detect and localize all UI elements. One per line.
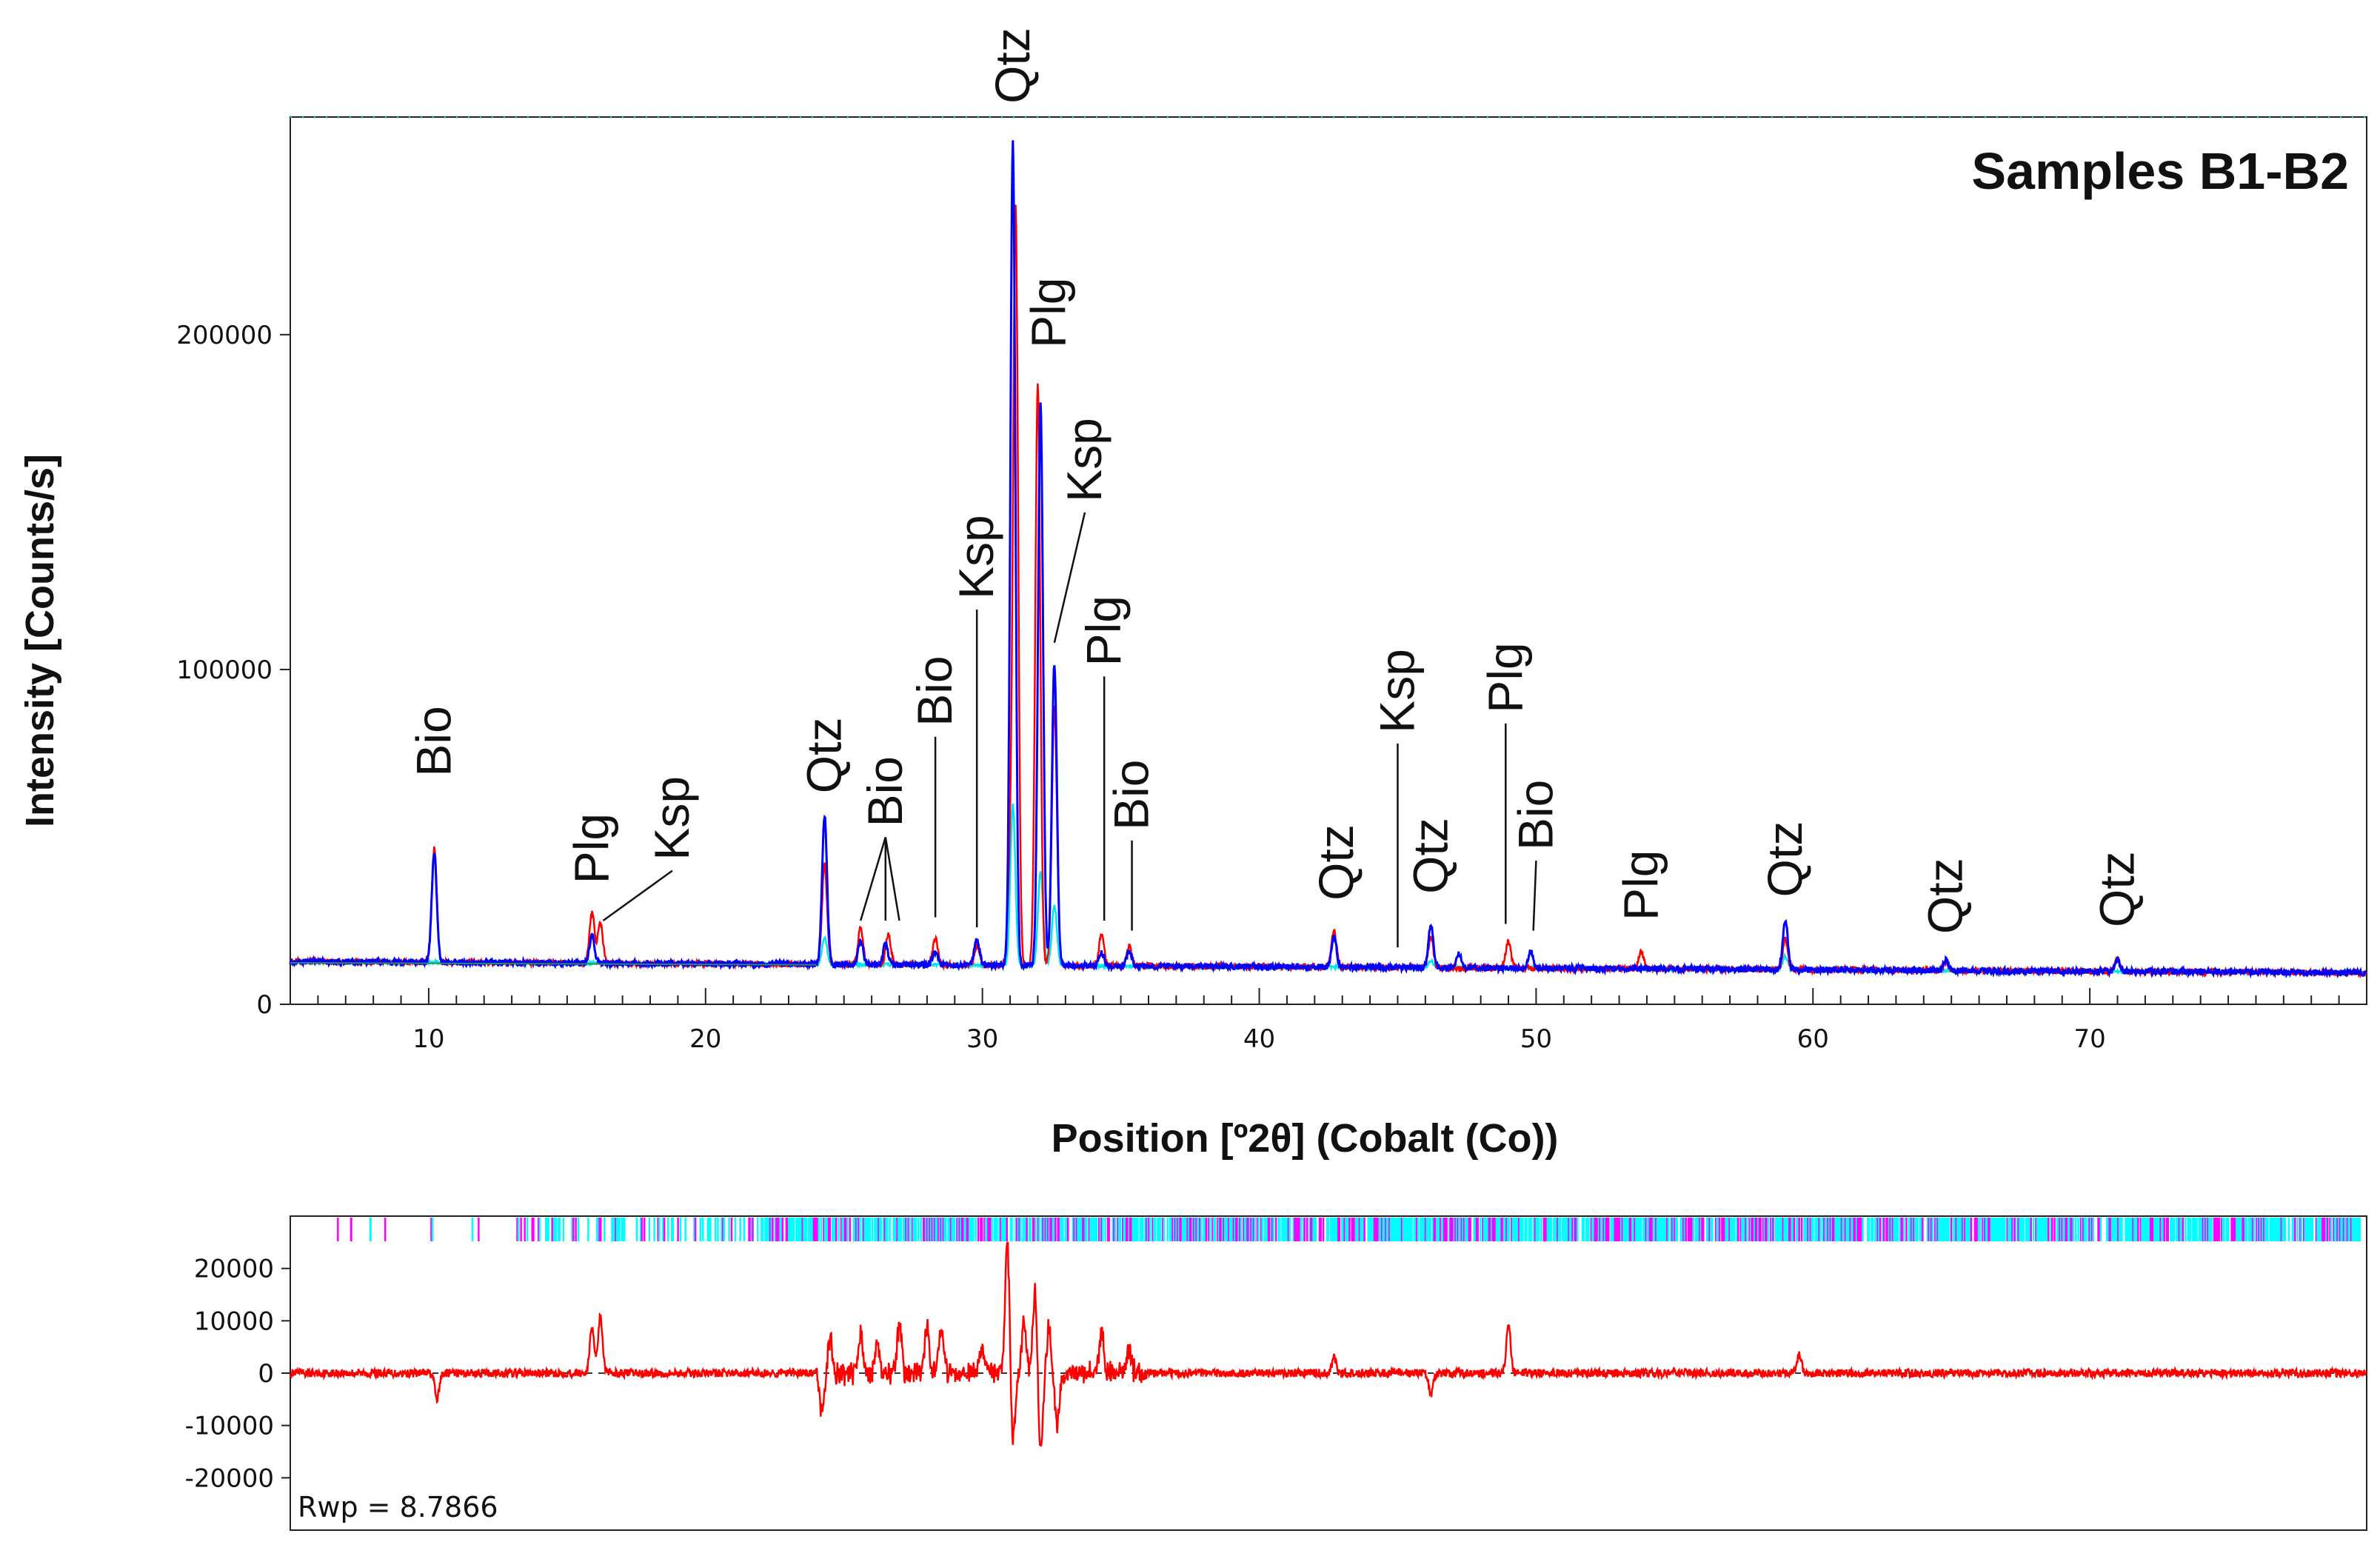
peak-leader-line	[602, 870, 673, 921]
x-tick-label: 70	[2074, 1024, 2106, 1054]
x-tick-label: 10	[412, 1024, 444, 1054]
peak-leader-line	[884, 837, 900, 921]
series-line-sample-b2	[289, 140, 2367, 979]
peak-label-qtz: Qtz	[1918, 858, 1973, 934]
x-tick-label: 40	[1243, 1024, 1275, 1054]
y-tick-label: 100000	[176, 655, 273, 685]
difference-line	[289, 1241, 2367, 1447]
peak-label-bio: Bio	[858, 756, 912, 827]
peak-label-qtz: Qtz	[797, 718, 852, 794]
x-axis-title: Position [º2θ] (Cobalt (Co))	[1052, 1116, 1559, 1161]
peak-label-ksp: Ksp	[644, 776, 699, 861]
peak-label-plg: Plg	[1613, 850, 1668, 921]
peak-label-bio: Bio	[907, 655, 962, 726]
peak-label-bio: Bio	[1508, 780, 1562, 850]
main-plot-frame	[290, 116, 2367, 1005]
peak-label-plg: Plg	[1076, 595, 1131, 666]
y-axis-title: Intensity [Counts/s]	[18, 454, 62, 827]
peak-label-ksp: Ksp	[949, 515, 1003, 599]
background-line	[290, 961, 817, 966]
peak-label-qtz: Qtz	[985, 27, 1040, 104]
rwp-label: Rwp = 8.7866	[298, 1491, 498, 1523]
peak-label-qtz: Qtz	[2090, 851, 2145, 927]
sample-title: Samples B1-B2	[1971, 142, 2349, 200]
x-tick-label: 20	[689, 1024, 721, 1054]
peak-leader-line	[1532, 860, 1537, 931]
peak-label-qtz: Qtz	[1308, 824, 1363, 901]
peak-label-qtz: Qtz	[1757, 821, 1812, 898]
diff-y-tick-label: 10000	[194, 1306, 274, 1336]
x-tick-label: 60	[1797, 1024, 1829, 1054]
peak-label-qtz: Qtz	[1403, 818, 1457, 894]
y-tick-label: 0	[256, 990, 273, 1020]
x-tick-label: 50	[1520, 1024, 1552, 1054]
diff-y-tick-label: 20000	[194, 1255, 274, 1284]
peak-label-plg: Plg	[564, 813, 619, 884]
diff-y-tick-label: -10000	[185, 1412, 274, 1441]
main-axis-ticks: 10 20 30 40 50 60 70 0 100000 200000	[176, 321, 2367, 1054]
main-series-group	[289, 140, 2367, 979]
y-tick-label: 200000	[176, 321, 273, 350]
peak-label-plg: Plg	[1477, 642, 1532, 712]
peak-label-ksp: Ksp	[1057, 418, 1112, 502]
peak-label-bio: Bio	[406, 706, 461, 776]
diff-y-tick-label: -20000	[185, 1463, 274, 1493]
x-tick-label: 30	[966, 1024, 998, 1054]
main-plot-panel	[290, 116, 2367, 1005]
peak-leader-line	[859, 837, 887, 921]
difference-series-group	[289, 1241, 2367, 1447]
diff-y-tick-label: 0	[258, 1359, 274, 1389]
peak-label-bio: Bio	[1104, 760, 1159, 830]
peak-label-ksp: Ksp	[1369, 649, 1424, 733]
peak-leader-line	[1053, 512, 1086, 644]
peak-label-plg: Plg	[1020, 278, 1075, 348]
